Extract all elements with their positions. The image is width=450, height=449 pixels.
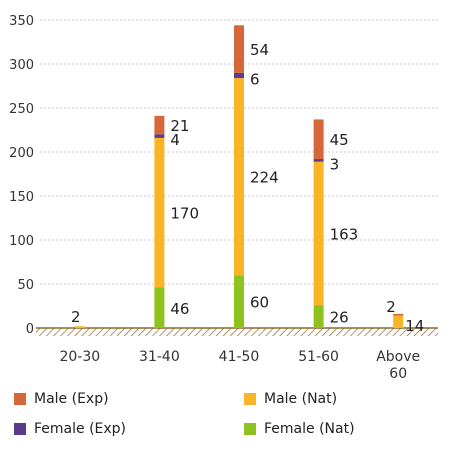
data-label: 14 [405, 317, 424, 335]
legend-swatch [244, 423, 256, 435]
legend-swatch [244, 393, 256, 405]
data-label: 3 [330, 155, 340, 173]
bar-segment [154, 287, 165, 328]
x-tick-label: 20-30 [59, 349, 100, 365]
legend-swatch [14, 423, 26, 435]
bar-segment [154, 137, 165, 288]
legend-item: Female (Exp) [14, 421, 126, 437]
bar-segment [154, 134, 165, 138]
data-label: 54 [250, 41, 269, 59]
legend-swatch [14, 393, 26, 405]
bar-segment [234, 78, 244, 276]
legend-label: Female (Nat) [264, 421, 355, 437]
x-tick-label: Above 60 [376, 349, 420, 382]
bar-segment [154, 115, 165, 135]
y-tick-label: 50 [17, 278, 34, 293]
bar-segment [313, 305, 324, 328]
x-tick-label: 31-40 [139, 349, 180, 365]
data-label: 60 [250, 294, 269, 312]
y-tick-label: 300 [9, 58, 34, 73]
bar-segment [313, 161, 324, 306]
y-tick-label: 100 [9, 234, 34, 249]
bar-segment [393, 315, 404, 328]
bar-segment [74, 326, 85, 328]
data-label: 26 [330, 309, 349, 327]
legend-label: Female (Exp) [34, 421, 127, 437]
y-tick-label: 250 [9, 102, 34, 117]
bar-segment [313, 119, 324, 160]
data-label: 45 [330, 131, 349, 149]
legend-label: Male (Exp) [34, 391, 109, 407]
legend-item: Male (Exp) [14, 391, 109, 407]
legend-item: Female (Nat) [244, 421, 355, 437]
bar-segment [234, 275, 244, 328]
data-label: 21 [170, 117, 189, 135]
y-tick-label: 350 [9, 14, 34, 29]
data-label: 224 [250, 169, 279, 187]
data-label: 46 [170, 300, 189, 318]
bar-segment [393, 313, 404, 316]
data-label: 4 [170, 131, 180, 149]
y-tick-label: 200 [9, 146, 34, 161]
x-axis-baseline [36, 328, 438, 336]
bar-segment [234, 72, 244, 79]
data-label: 170 [170, 205, 199, 223]
x-tick-label: 41-50 [219, 349, 260, 365]
y-tick-label: 0 [26, 322, 34, 337]
bar-segment [234, 25, 244, 73]
x-tick-label: 51-60 [298, 349, 339, 365]
data-label: 163 [330, 225, 359, 243]
bar-segment [313, 159, 324, 162]
y-tick-label: 150 [9, 190, 34, 205]
data-label: 6 [250, 70, 260, 88]
data-label: 2 [386, 298, 396, 316]
data-label: 2 [71, 308, 81, 326]
legend-label: Male (Nat) [264, 391, 338, 407]
legend-item: Male (Nat) [244, 391, 337, 407]
